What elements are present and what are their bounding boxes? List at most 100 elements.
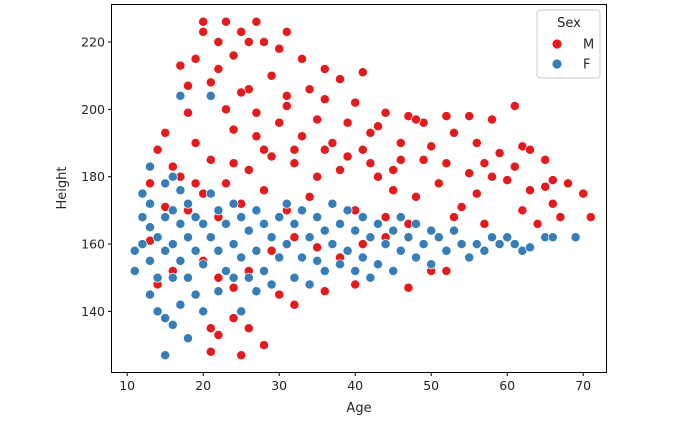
point-m-8 [183, 107, 193, 118]
point-m-76 [243, 165, 254, 175]
x-tick-label-20: 20 [195, 378, 211, 393]
point-m-109 [213, 272, 224, 283]
point-f-58 [259, 266, 269, 276]
point-m-62 [509, 161, 520, 172]
point-m-15 [297, 53, 307, 64]
point-m-125 [243, 323, 254, 334]
point-f-57 [259, 218, 269, 229]
point-f-28 [183, 198, 193, 209]
point-m-7 [183, 80, 193, 91]
x-tick-label-40: 40 [347, 378, 363, 393]
point-m-51 [471, 138, 482, 148]
point-m-4 [236, 26, 247, 37]
point-f-25 [175, 218, 186, 229]
point-m-142 [319, 94, 330, 105]
point-m-140 [236, 87, 247, 98]
point-m-114 [312, 242, 323, 253]
point-f-6 [145, 198, 155, 209]
point-f-47 [228, 239, 239, 250]
point-m-95 [190, 138, 201, 148]
point-m-68 [433, 178, 444, 189]
point-m-35 [145, 178, 155, 189]
point-f-29 [183, 232, 193, 243]
point-f-92 [395, 212, 406, 223]
x-tick-label-10: 10 [119, 378, 135, 393]
point-m-112 [266, 245, 277, 256]
point-f-82 [350, 266, 361, 276]
point-m-13 [228, 50, 239, 61]
point-f-59 [266, 232, 277, 243]
point-f-39 [205, 188, 216, 199]
point-m-130 [319, 286, 330, 297]
point-f-105 [471, 239, 482, 250]
point-f-48 [228, 272, 239, 283]
point-m-57 [563, 178, 573, 189]
point-m-129 [289, 299, 300, 310]
x-axis: 10 20 30 40 50 60 70 [119, 372, 591, 393]
point-f-43 [213, 286, 224, 297]
point-m-91 [479, 218, 490, 229]
point-m-107 [487, 171, 497, 182]
point-m-61 [540, 181, 551, 192]
point-f-109 [502, 232, 513, 243]
point-m-74 [289, 144, 300, 155]
point-m-29 [464, 111, 475, 122]
point-m-106 [464, 168, 475, 179]
point-f-42 [213, 245, 224, 256]
point-f-101 [441, 245, 452, 256]
point-m-3 [198, 26, 209, 37]
point-m-58 [578, 188, 589, 199]
point-f-76 [327, 239, 338, 250]
point-m-121 [205, 323, 216, 334]
point-f-33 [190, 245, 201, 256]
point-f-23 [175, 90, 186, 101]
point-f-102 [449, 225, 459, 236]
y-tick-label-200: 200 [81, 102, 105, 117]
point-f-1 [129, 266, 140, 276]
point-m-63 [479, 158, 490, 169]
point-m-120 [441, 266, 452, 276]
point-m-32 [411, 114, 421, 125]
point-f-93 [395, 245, 406, 256]
point-f-80 [342, 245, 353, 256]
point-m-99 [297, 131, 307, 142]
point-f-36 [198, 259, 209, 270]
point-f-68 [297, 252, 307, 263]
point-f-52 [243, 225, 254, 236]
point-f-73 [319, 225, 330, 236]
point-m-10 [243, 37, 254, 47]
point-f-27 [175, 299, 186, 310]
point-m-42 [228, 124, 239, 135]
point-f-104 [464, 252, 475, 263]
point-f-66 [289, 272, 300, 283]
point-f-61 [274, 212, 285, 223]
point-m-44 [281, 101, 292, 111]
point-f-24 [175, 185, 186, 196]
y-tick-label-160: 160 [81, 237, 105, 252]
point-m-0 [198, 16, 209, 27]
point-f-96 [411, 252, 421, 263]
point-f-3 [137, 212, 148, 223]
point-m-30 [487, 114, 497, 125]
point-m-65 [525, 185, 535, 196]
point-f-62 [274, 252, 285, 263]
point-m-24 [350, 97, 361, 108]
point-f-112 [525, 242, 535, 253]
point-m-25 [380, 107, 391, 118]
point-f-86 [365, 272, 376, 283]
point-m-110 [228, 282, 239, 293]
legend-label-f: F [583, 58, 590, 73]
point-f-31 [183, 333, 193, 344]
y-tick-label-220: 220 [81, 35, 105, 50]
point-m-47 [365, 127, 376, 138]
point-f-7 [145, 222, 155, 233]
point-f-38 [205, 90, 216, 101]
point-m-59 [585, 212, 596, 223]
point-f-115 [570, 232, 581, 243]
point-m-104 [418, 154, 429, 165]
point-f-69 [304, 232, 315, 243]
point-m-134 [228, 158, 239, 169]
point-f-110 [509, 239, 520, 250]
point-f-72 [312, 255, 323, 266]
